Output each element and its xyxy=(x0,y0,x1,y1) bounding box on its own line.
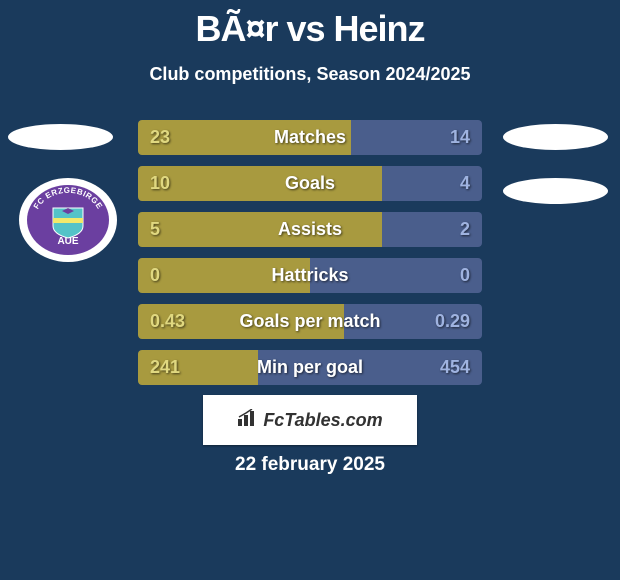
logo-text: FcTables.com xyxy=(263,410,382,431)
bar-left xyxy=(138,350,258,385)
club-left-badge: FC ERZGEBIRGE AUE xyxy=(18,178,118,262)
bar-right xyxy=(310,258,482,293)
subtitle: Club competitions, Season 2024/2025 xyxy=(0,64,620,85)
stat-row: 0.430.29Goals per match xyxy=(138,304,482,339)
bar-left xyxy=(138,120,351,155)
bar-left xyxy=(138,304,344,339)
page-title: BÃ¤r vs Heinz xyxy=(0,0,620,50)
player-right-avatar-placeholder xyxy=(503,124,608,150)
bar-right xyxy=(344,304,482,339)
fctables-logo: FcTables.com xyxy=(203,395,417,445)
club-right-badge-placeholder xyxy=(503,178,608,204)
stats-container: 2314Matches 104Goals 52Assists 00Hattricks 0… xyxy=(138,120,482,396)
stat-row: 241454Min per goal xyxy=(138,350,482,385)
stat-row: 52Assists xyxy=(138,212,482,247)
bar-left xyxy=(138,166,382,201)
bar-right xyxy=(258,350,482,385)
stat-row: 2314Matches xyxy=(138,120,482,155)
stat-row: 104Goals xyxy=(138,166,482,201)
bar-right xyxy=(382,166,482,201)
chart-icon xyxy=(237,409,259,432)
bar-left xyxy=(138,212,382,247)
player-left-avatar-placeholder xyxy=(8,124,113,150)
bar-right xyxy=(382,212,482,247)
stat-row: 00Hattricks xyxy=(138,258,482,293)
bar-left xyxy=(138,258,310,293)
bar-right xyxy=(351,120,482,155)
date-text: 22 february 2025 xyxy=(0,454,620,476)
